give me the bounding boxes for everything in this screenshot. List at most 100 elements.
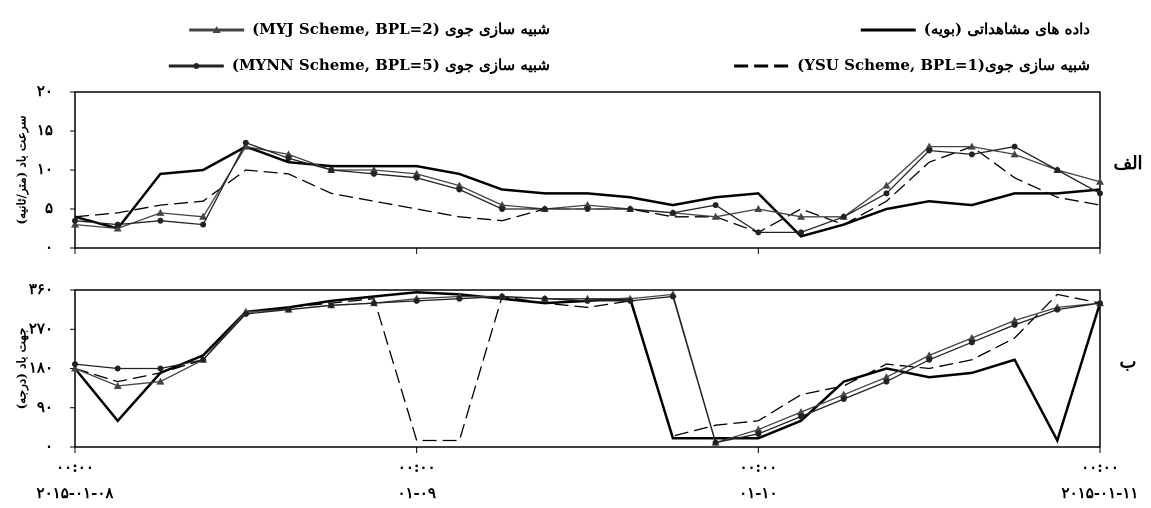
marker-circle	[114, 365, 121, 372]
legend-label: داده های مشاهداتی (بویه)	[924, 20, 1091, 38]
marker-triangle	[583, 201, 592, 209]
marker-triangle	[1010, 150, 1019, 158]
marker-circle	[669, 293, 676, 300]
y-tick-label: ۵	[45, 199, 53, 217]
panel-label: ب	[1120, 352, 1137, 373]
y-tick-label: ۱۸۰	[29, 359, 53, 377]
marker-triangle	[455, 181, 464, 189]
y-tick-label: ۲۷۰	[29, 319, 53, 337]
marker-circle	[584, 206, 591, 212]
marker-circle	[840, 396, 847, 403]
marker-circle	[285, 306, 292, 313]
x-tick-time: ۰۰:۰۰	[739, 458, 777, 476]
marker-triangle	[113, 224, 122, 232]
marker-circle	[627, 206, 634, 212]
series-line	[74, 293, 1101, 442]
marker-circle	[926, 356, 933, 363]
marker-circle	[242, 139, 249, 146]
marker-circle	[584, 297, 591, 304]
y-tick-label: ۱۵	[37, 121, 53, 139]
plot-frame	[74, 91, 1101, 249]
series-line	[74, 290, 1102, 444]
x-tick-time: ۰۰:۰۰	[1081, 458, 1119, 476]
marker-circle	[200, 356, 207, 363]
marker-triangle	[284, 150, 293, 158]
x-tick-time: ۰۰:۰۰	[56, 458, 94, 476]
marker-circle	[840, 213, 847, 220]
marker-circle	[883, 190, 890, 197]
marker-circle	[968, 339, 975, 346]
marker-circle	[669, 209, 676, 216]
plot-frame	[74, 289, 1101, 448]
marker-circle	[370, 170, 377, 177]
marker-triangle	[797, 212, 806, 220]
legend-label: شبیه سازی جوی (MYJ Scheme, BPL=2)	[252, 20, 550, 38]
marker-circle	[193, 63, 200, 69]
marker-triangle	[967, 142, 976, 150]
y-tick-label: ۹۰	[37, 398, 53, 416]
marker-circle	[1054, 306, 1061, 313]
legend-label: شبیه سازی جوی (MYNN Scheme, BPL=5)	[232, 56, 550, 74]
marker-triangle	[156, 208, 165, 216]
marker-triangle	[882, 373, 891, 381]
marker-triangle	[71, 220, 79, 228]
marker-triangle	[156, 377, 165, 385]
marker-triangle	[754, 205, 763, 212]
marker-triangle	[882, 181, 891, 189]
marker-circle	[712, 439, 719, 446]
marker-triangle	[498, 201, 507, 209]
marker-circle	[1097, 190, 1103, 197]
marker-triangle	[754, 425, 763, 433]
marker-circle	[370, 300, 377, 307]
marker-circle	[499, 206, 506, 212]
x-tick-label: ۲۰۱۵-۰۱-۰۸	[37, 484, 115, 502]
marker-circle	[926, 147, 933, 154]
y-tick-label: ۰	[45, 437, 53, 455]
marker-triangle	[925, 351, 934, 359]
marker-triangle	[967, 333, 976, 341]
x-tick-time: ۰۰:۰۰	[398, 458, 436, 476]
y-axis-label: سرعت باد (متر/ثانیه)	[15, 115, 30, 224]
marker-circle	[413, 174, 420, 181]
marker-triangle	[412, 169, 421, 177]
series-line	[74, 145, 1101, 238]
marker-circle	[755, 430, 762, 437]
marker-triangle	[369, 166, 378, 173]
marker-circle	[413, 297, 420, 304]
x-tick-label: ۰۱-۱۰	[739, 484, 777, 502]
marker-circle	[1097, 300, 1103, 307]
marker-triangle	[113, 381, 122, 389]
series-line	[74, 145, 1101, 230]
marker-circle	[72, 361, 78, 368]
marker-circle	[883, 378, 890, 385]
marker-triangle	[199, 212, 208, 220]
marker-circle	[72, 217, 78, 224]
marker-triangle	[839, 390, 848, 398]
marker-circle	[1011, 143, 1018, 150]
marker-circle	[285, 155, 292, 162]
y-tick-label: ۱۰	[37, 160, 53, 178]
marker-triangle	[1010, 316, 1019, 324]
marker-circle	[328, 302, 335, 309]
marker-triangle	[711, 212, 720, 220]
marker-circle	[456, 295, 463, 302]
marker-circle	[712, 202, 719, 209]
panel-label: الف	[1113, 153, 1142, 174]
y-axis-label: جهت باد (درجه)	[15, 328, 30, 410]
x-tick-label: ۲۰۱۵-۰۱-۱۱	[1062, 484, 1139, 502]
marker-circle	[456, 186, 463, 193]
marker-circle	[114, 221, 121, 228]
x-tick-label: ۰۱-۰۹	[397, 484, 435, 502]
marker-circle	[200, 221, 207, 228]
marker-triangle	[925, 142, 934, 150]
marker-triangle	[71, 364, 79, 372]
series-line	[74, 295, 1101, 444]
marker-circle	[157, 365, 164, 372]
marker-circle	[157, 217, 164, 224]
marker-circle	[242, 310, 249, 317]
marker-circle	[541, 295, 548, 302]
marker-circle	[1054, 167, 1061, 173]
series-line	[74, 293, 1101, 444]
y-tick-label: ۳۶۰	[29, 280, 53, 298]
